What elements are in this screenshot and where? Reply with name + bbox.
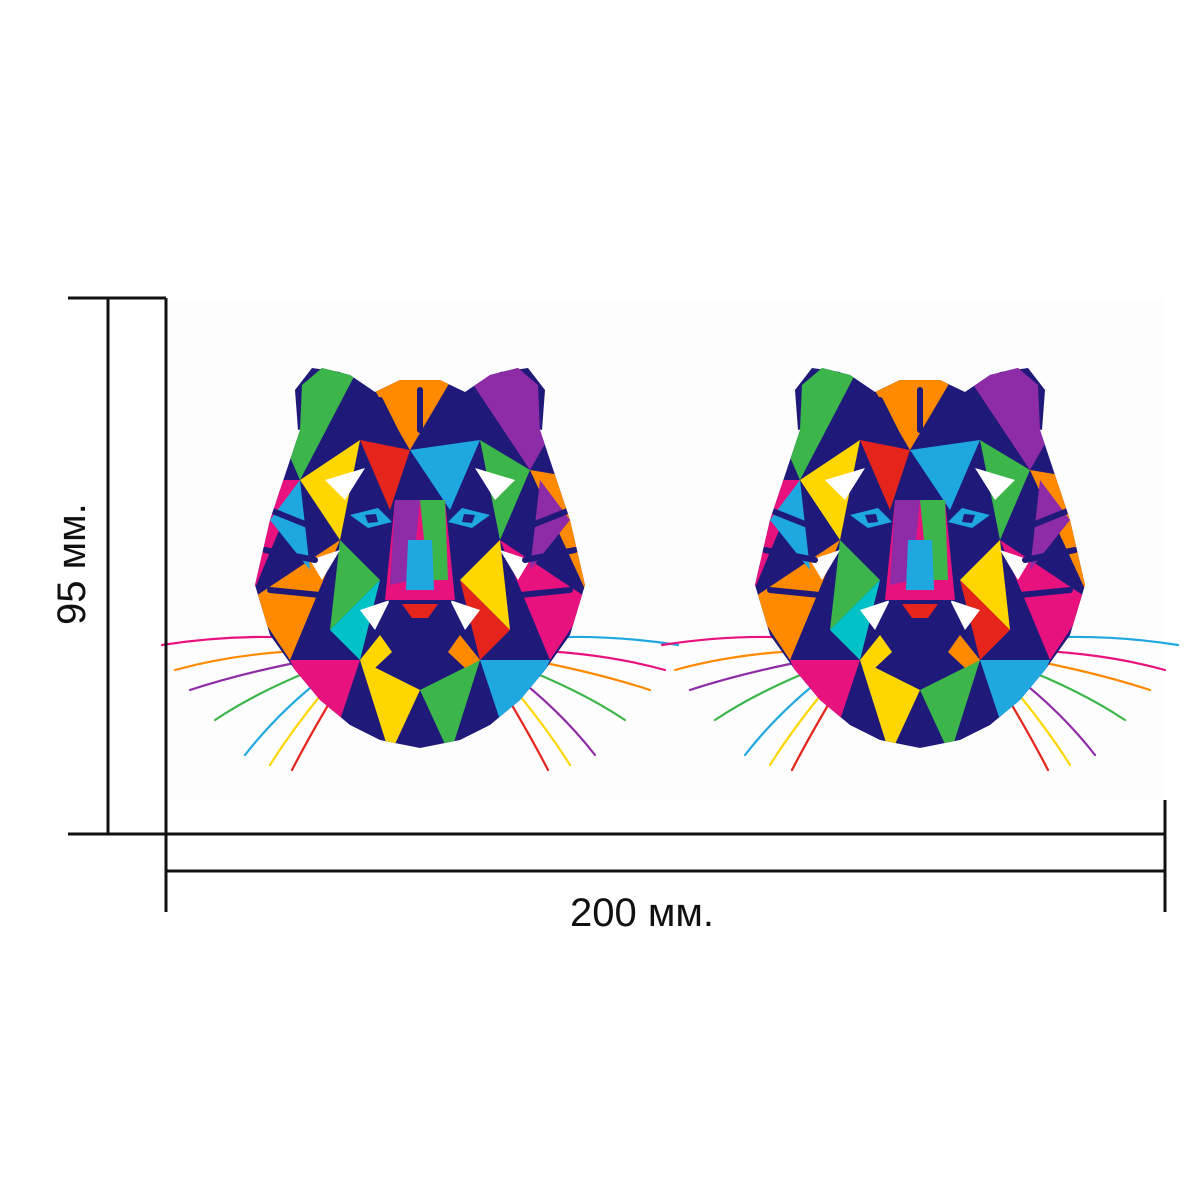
width-dimension-label: 200 мм.: [570, 891, 714, 935]
height-dimension-label: 95 мм.: [50, 503, 94, 625]
height-dimension: [68, 296, 168, 836]
width-dimension: [164, 800, 1167, 912]
